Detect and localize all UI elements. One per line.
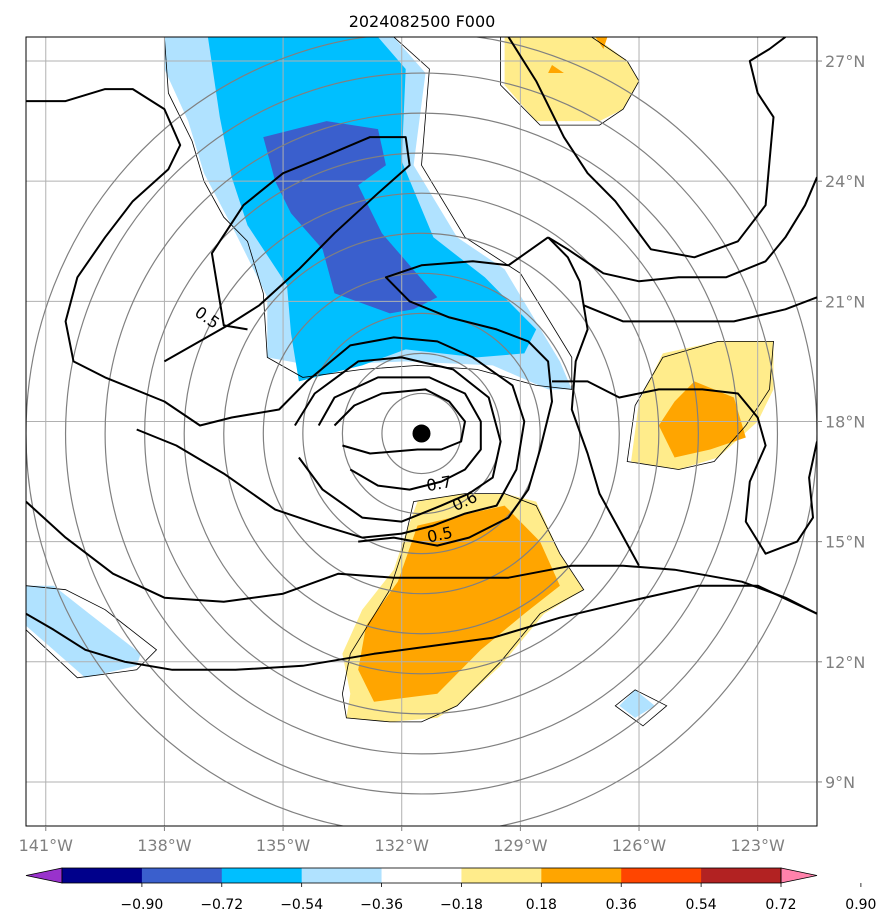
thin-contour xyxy=(341,493,585,723)
filled-region xyxy=(358,505,560,702)
filled-region xyxy=(548,65,564,73)
range-ring xyxy=(223,232,620,635)
filled-region xyxy=(658,381,746,458)
thick-contour xyxy=(333,388,466,455)
colorbar-tick-label: −0.72 xyxy=(200,897,243,913)
lon-tick-label: 138°W xyxy=(137,836,192,855)
lon-tick-label: 141°W xyxy=(19,836,74,855)
contour-label: 0.7 xyxy=(425,472,453,495)
colorbar-tick-label: −0.90 xyxy=(120,897,163,913)
thick-contour xyxy=(507,37,787,259)
longitude-tick-labels: 141°W 138°W 135°W 132°W 129°W 126°W 123°W xyxy=(19,826,785,855)
range-ring xyxy=(381,392,462,475)
filled-region xyxy=(619,689,655,718)
colorbar-tick-label: 0.90 xyxy=(845,897,876,913)
thin-contour xyxy=(163,37,573,390)
lat-tick-label: 18°N xyxy=(825,412,865,431)
range-ring xyxy=(104,112,739,755)
filled-contours xyxy=(26,37,774,722)
thick-contour xyxy=(317,376,482,491)
range-ring xyxy=(183,192,660,675)
thick-contour xyxy=(163,136,411,363)
filled-region xyxy=(263,121,438,314)
colorbar: −0.90 −0.72 −0.54 −0.36 −0.18 0.18 0.36 0.54 0.7… xyxy=(25,867,876,913)
filled-region xyxy=(207,37,537,382)
map-frame xyxy=(25,36,818,827)
filled-region xyxy=(504,37,639,122)
thick-contour xyxy=(547,176,817,283)
thin-contour xyxy=(614,689,668,727)
lat-tick-label: 9°N xyxy=(825,773,855,792)
chart-title: 2024082500 F000 xyxy=(349,12,496,31)
thick-contour xyxy=(26,88,526,539)
lon-tick-label: 123°W xyxy=(730,836,785,855)
colorbar-frame xyxy=(61,867,782,884)
colorbar-swatch xyxy=(221,868,303,883)
filled-region xyxy=(595,37,608,49)
lat-tick-label: 21°N xyxy=(825,292,865,311)
map-plot-area: 0.5 0.7 0.6 0.5 xyxy=(25,36,818,827)
colorbar-tick-label: −0.54 xyxy=(280,897,323,913)
lat-tick-label: 24°N xyxy=(825,172,865,191)
thick-contour xyxy=(26,500,817,615)
thin-contour xyxy=(26,585,158,679)
filled-region xyxy=(26,585,141,678)
lon-tick-label: 135°W xyxy=(256,836,311,855)
thick-contour xyxy=(547,236,640,567)
lon-tick-label: 126°W xyxy=(612,836,667,855)
colorbar-tick-label: −0.18 xyxy=(440,897,483,913)
colorbar-swatch xyxy=(62,868,143,883)
thick-contour xyxy=(26,584,817,671)
colorbar-extend-high xyxy=(780,867,818,884)
gridlines xyxy=(26,37,817,826)
colorbar-swatch xyxy=(461,868,542,883)
contour-label: 0.5 xyxy=(425,523,454,547)
colorbar-swatch xyxy=(141,868,223,883)
thick-contour xyxy=(294,356,502,523)
lon-tick-label: 132°W xyxy=(375,836,430,855)
thick-contour xyxy=(552,380,817,555)
colorbar-tick-label: 0.36 xyxy=(606,897,637,913)
colorbar-tick-label: −0.36 xyxy=(360,897,403,913)
colorbar-swatch xyxy=(541,868,622,883)
lat-tick-label: 27°N xyxy=(825,52,865,71)
lat-tick-label: 15°N xyxy=(825,533,865,552)
latitude-tick-labels: 9°N 12°N 15°N 18°N 21°N 24°N 27°N xyxy=(817,52,865,792)
range-ring xyxy=(302,312,541,555)
colorbar-extend-low xyxy=(25,867,63,884)
thick-contour-lines xyxy=(26,37,817,671)
colorbar-swatch xyxy=(621,868,702,883)
colorbar-tick-label: 0.18 xyxy=(526,897,557,913)
thick-contour xyxy=(358,236,553,547)
thick-contour xyxy=(583,296,817,323)
range-ring xyxy=(64,72,779,795)
colorbar-tick-label: 0.72 xyxy=(765,897,796,913)
thin-contour xyxy=(500,37,640,126)
colorbar-swatch xyxy=(301,868,383,883)
lat-tick-label: 12°N xyxy=(825,653,865,672)
colorbar-tick-label: 0.54 xyxy=(686,897,717,913)
colorbar-swatch xyxy=(701,868,782,883)
storm-center-marker xyxy=(412,424,431,443)
lon-tick-label: 129°W xyxy=(493,836,548,855)
colorbar-swatch xyxy=(381,868,462,883)
